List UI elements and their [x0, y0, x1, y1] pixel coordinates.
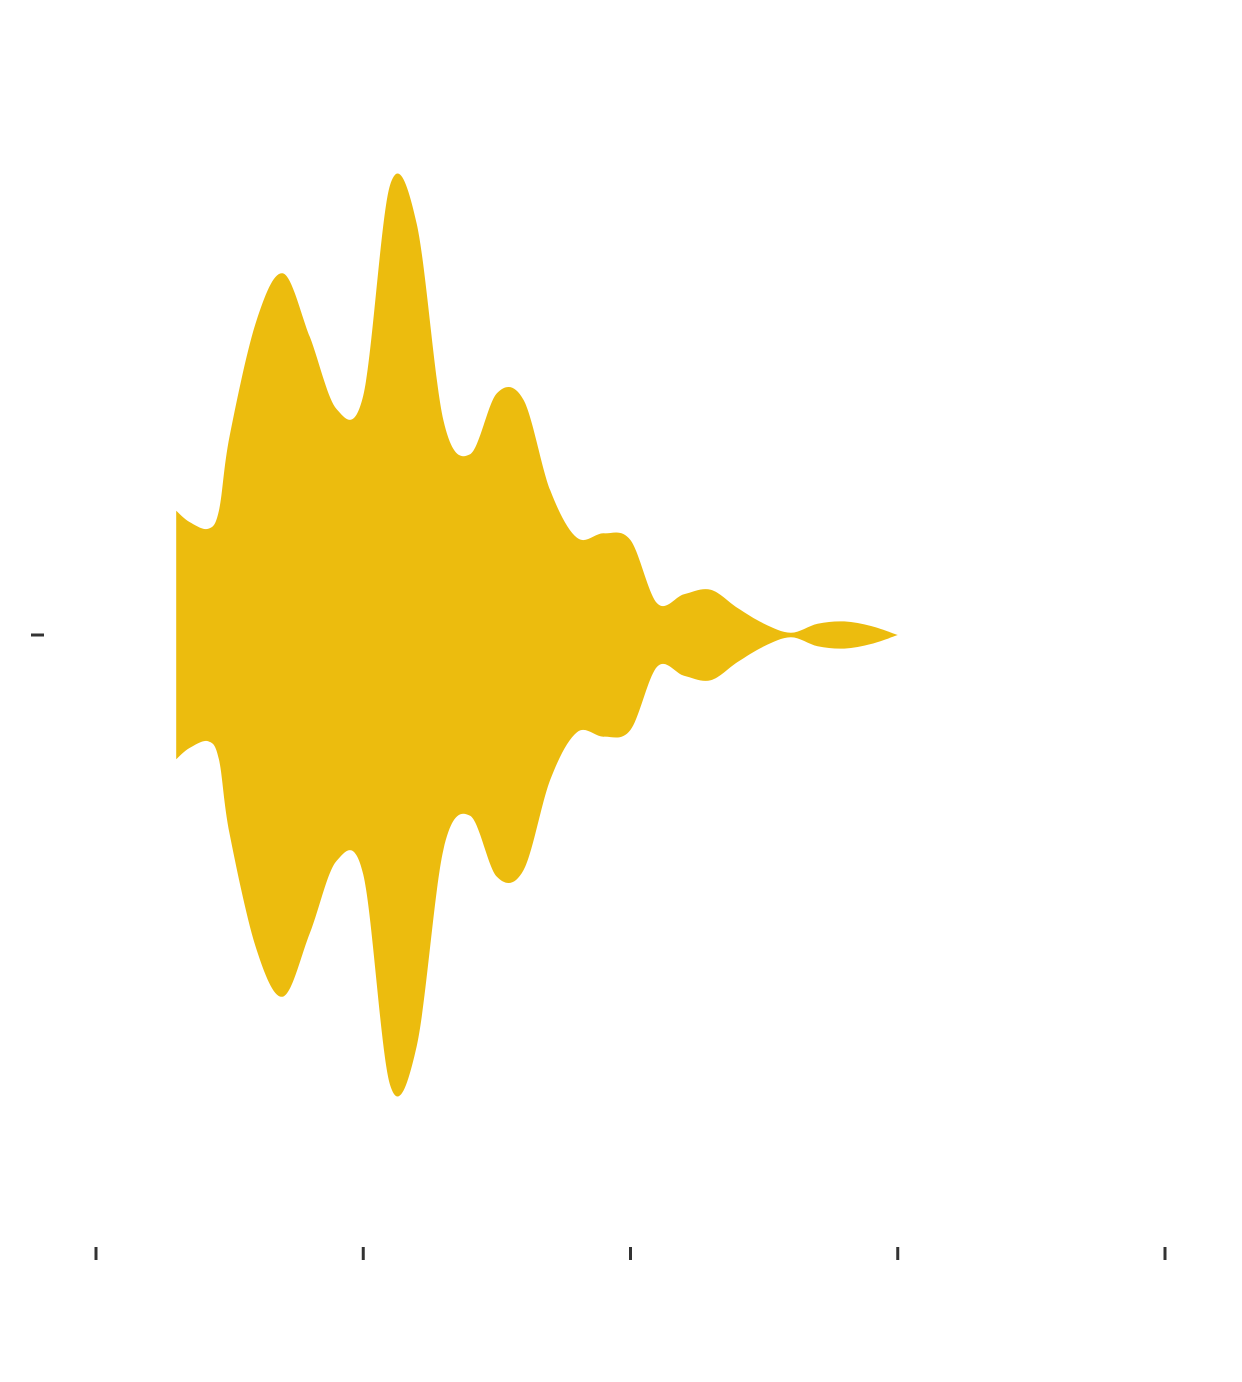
violin-body: [176, 173, 898, 1097]
x-axis-ticks: [94, 1247, 1167, 1260]
